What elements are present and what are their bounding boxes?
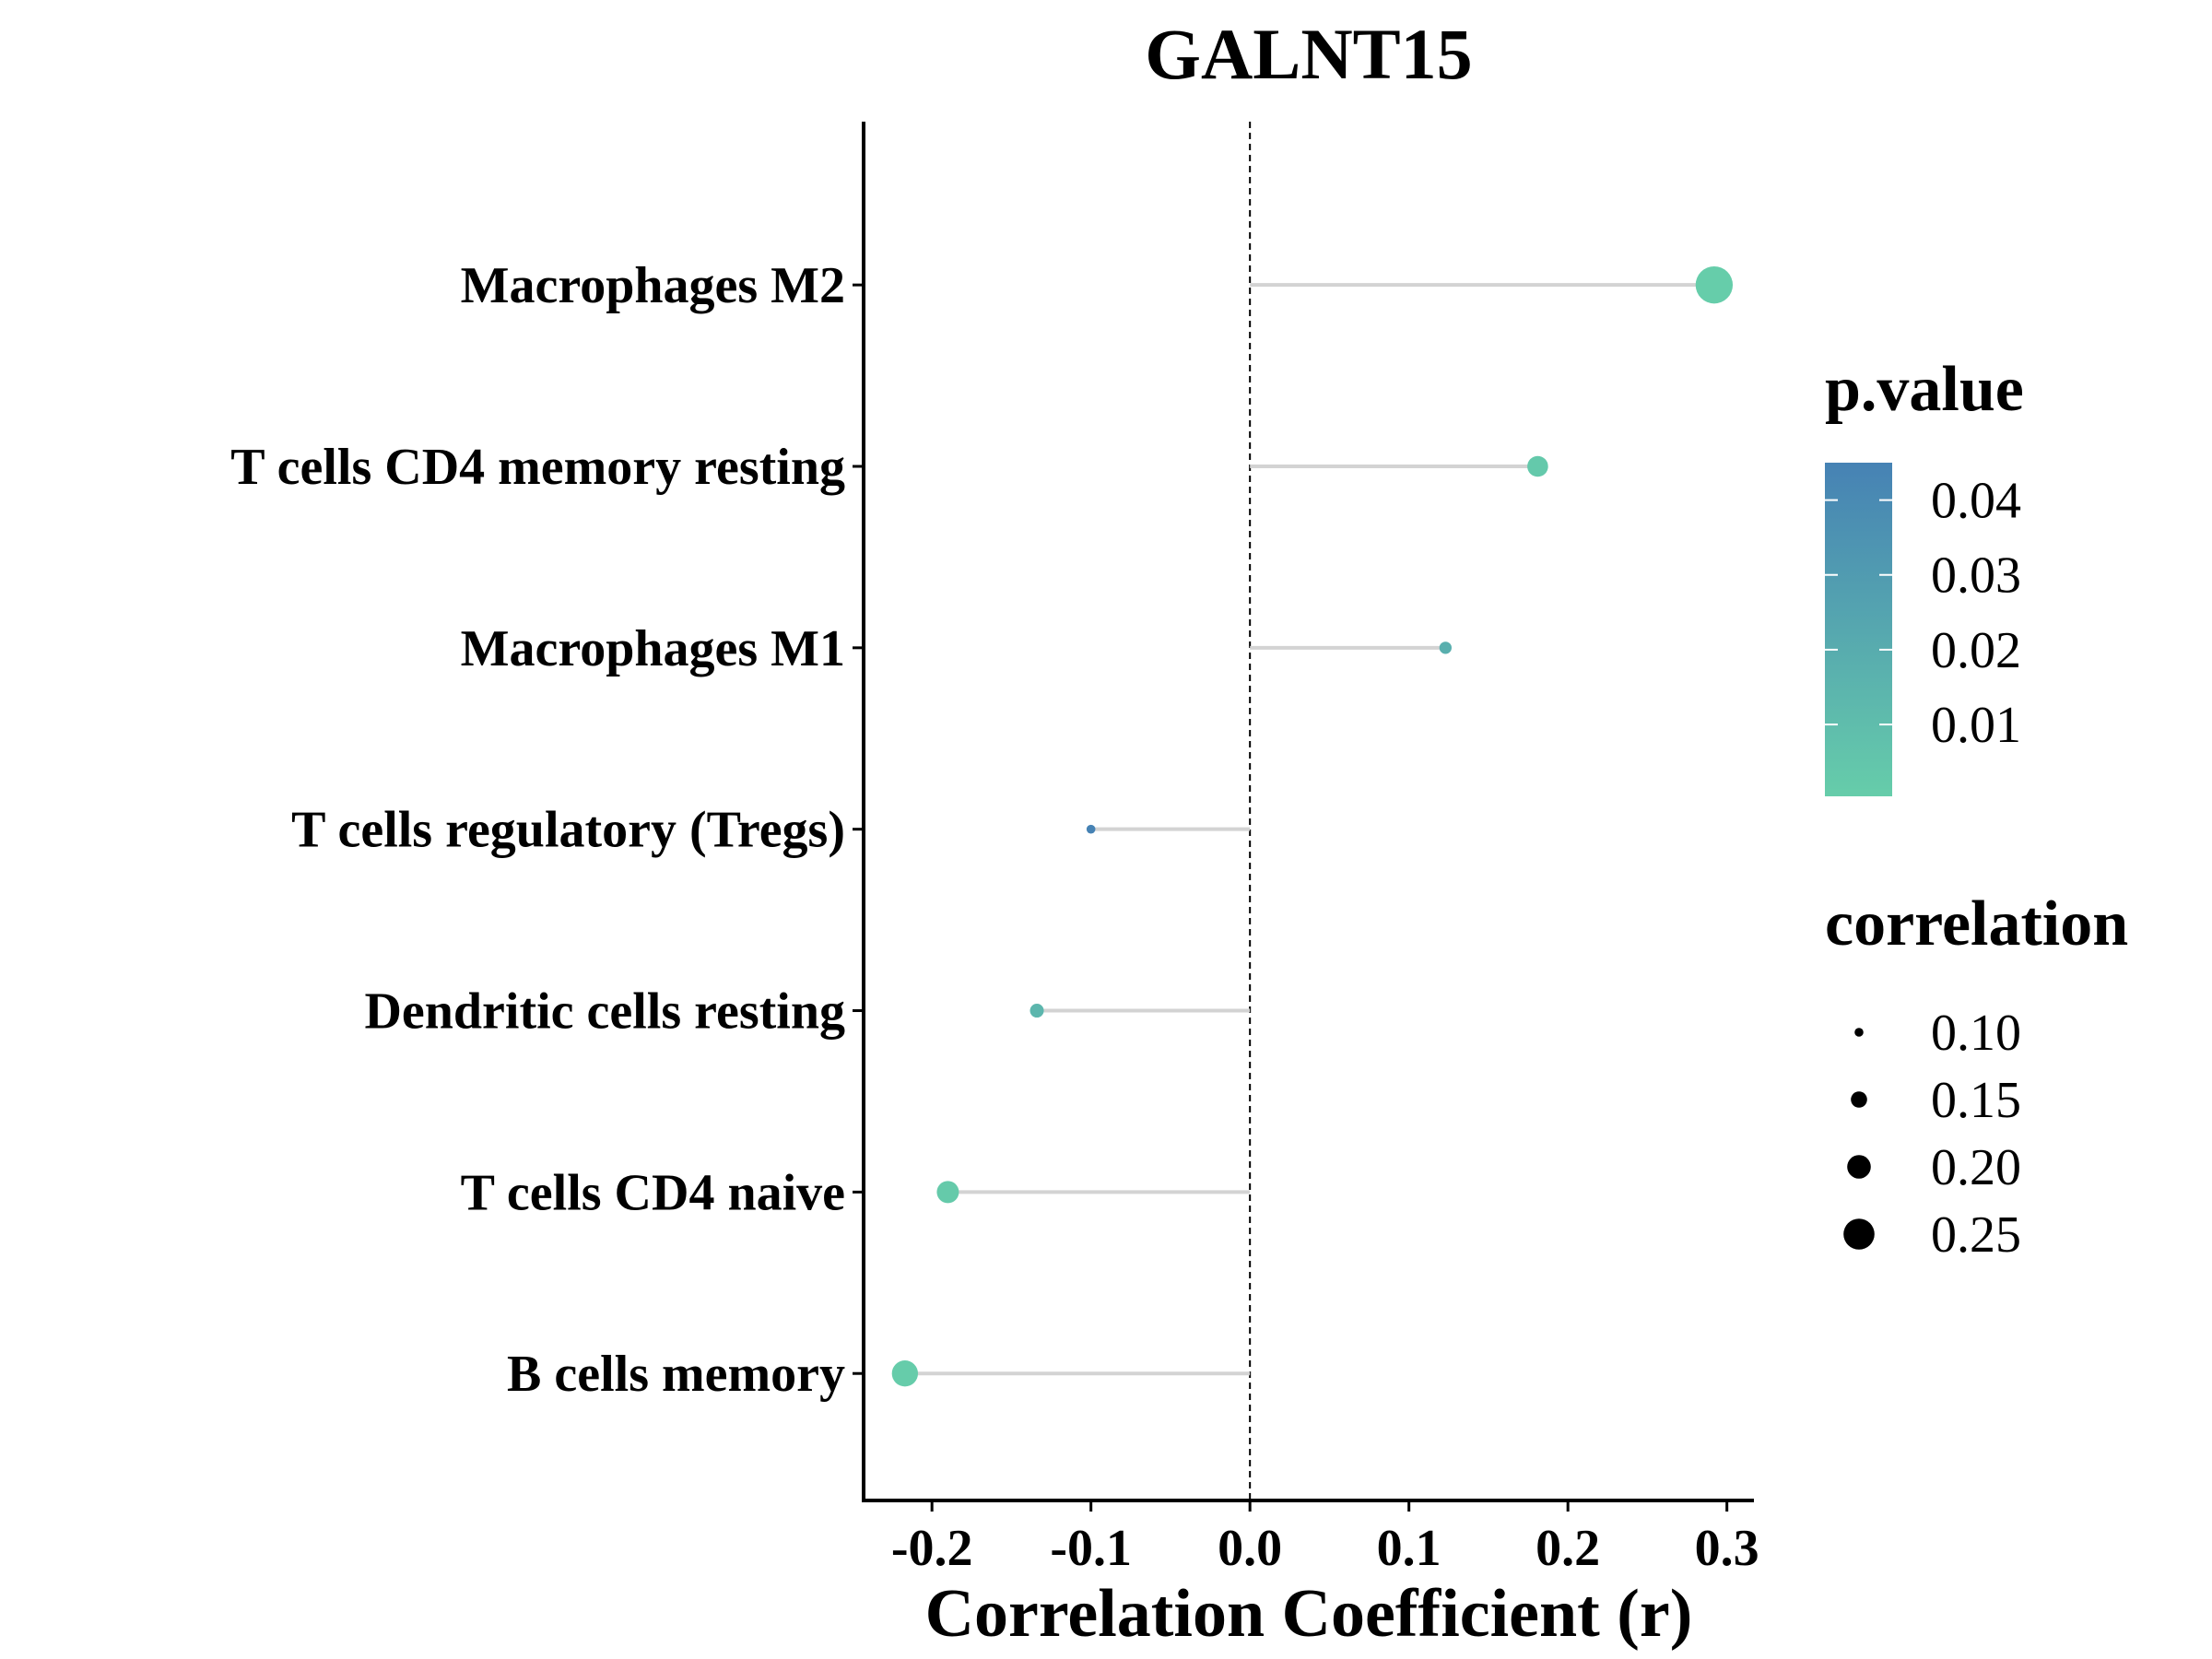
y-tick-label: T cells CD4 naive (461, 1164, 845, 1221)
y-tick-label: T cells CD4 memory resting (230, 439, 845, 496)
chart-title: GALNT15 (1145, 14, 1472, 94)
p-value-legend-label: 0.04 (1931, 473, 2021, 530)
x-tick-label: 0.0 (1218, 1520, 1282, 1577)
correlation-legend-key (1843, 1218, 1875, 1250)
correlation-legend-label: 0.20 (1931, 1139, 2021, 1196)
y-tick-label: T cells regulatory (Tregs) (291, 802, 845, 859)
lollipop-point (936, 1181, 959, 1204)
chart-marks: -0.2 -0.1 0.0 0.1 0.2 0.3 Macrophages M2 T cell… (230, 122, 1759, 1577)
correlation-legend-key (1851, 1091, 1867, 1108)
correlation-legend-key (1847, 1155, 1871, 1179)
p-value-colorbar (1825, 463, 1892, 796)
x-tick-label: 0.2 (1535, 1520, 1600, 1577)
x-axis-title: Correlation Coefficient (r) (925, 1576, 1693, 1652)
plot-area: -0.2 -0.1 0.0 0.1 0.2 0.3 Macrophages M2 T cell… (230, 122, 1759, 1577)
lollipop-point (1086, 824, 1096, 834)
lollipop-point (1527, 455, 1548, 477)
p-value-legend-title: p.value (1825, 354, 2024, 425)
p-value-legend: p.value 0.04 0.03 0.02 0.01 (1825, 354, 2024, 796)
correlation-legend-label: 0.15 (1931, 1072, 2021, 1129)
p-value-legend-label: 0.01 (1931, 697, 2021, 754)
lollipop-point (1695, 265, 1734, 304)
correlation-legend-title: correlation (1825, 888, 2128, 959)
lollipop-point (891, 1360, 919, 1387)
x-tick-label: 0.1 (1377, 1520, 1441, 1577)
x-tick-label: 0.3 (1695, 1520, 1759, 1577)
y-tick-label: Dendritic cells resting (364, 983, 845, 1041)
correlation-legend-label: 0.10 (1931, 1005, 2021, 1062)
p-value-legend-label: 0.03 (1931, 547, 2021, 605)
lollipop-point (1439, 641, 1452, 654)
y-tick-label: Macrophages M1 (461, 620, 845, 677)
y-tick-label: Macrophages M2 (461, 257, 845, 314)
correlation-legend-label: 0.25 (1931, 1206, 2021, 1264)
x-tick-label: -0.1 (1050, 1520, 1132, 1577)
correlation-legend: correlation 0.10 0.15 0.20 0.25 (1825, 888, 2128, 1264)
y-tick-label: B cells memory (507, 1346, 845, 1403)
x-tick-label: -0.2 (891, 1520, 973, 1577)
correlation-legend-key (1854, 1028, 1864, 1037)
lollipop-point (1030, 1004, 1044, 1018)
p-value-legend-label: 0.02 (1931, 622, 2021, 679)
